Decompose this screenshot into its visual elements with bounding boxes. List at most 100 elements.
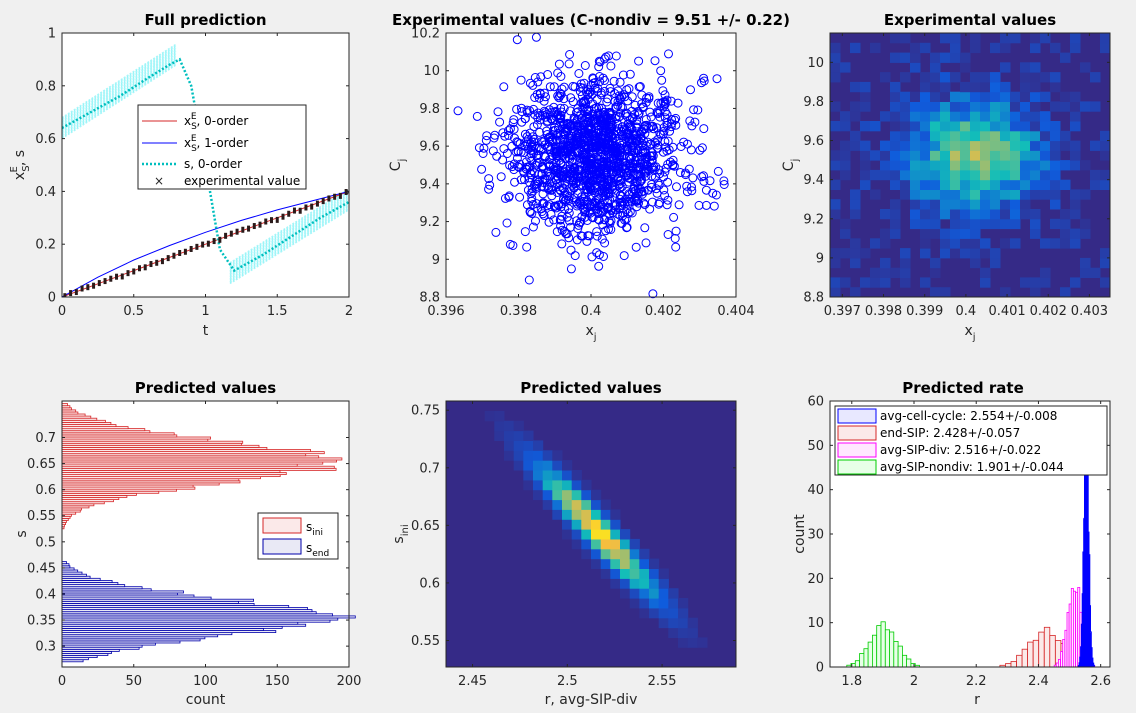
- heatmap-cell: [920, 81, 931, 93]
- scatter-point: [662, 121, 672, 130]
- heatmap-cell: [930, 209, 941, 220]
- scatter-point: [525, 78, 535, 88]
- scatter-point: [587, 89, 597, 99]
- heatmap-cell: [1070, 121, 1081, 132]
- heatmap-cell: [890, 91, 901, 102]
- heatmap-cell: [880, 160, 891, 171]
- heatmap-cell: [950, 238, 961, 249]
- heatmap-cell: [960, 199, 971, 210]
- scatter-point: [660, 191, 670, 200]
- legend-label-x0: xSE, 0-order: [184, 112, 248, 132]
- uncertainty-band: [62, 63, 178, 139]
- heatmap-cell: [1030, 150, 1041, 161]
- heatmap-cell: [1040, 121, 1051, 132]
- heatmap-cell: [1040, 238, 1051, 249]
- heatmap-cell: [950, 42, 961, 54]
- scatter-point: [599, 195, 609, 205]
- y-tick-label: 0.7: [419, 461, 440, 476]
- heatmap-cell: [850, 81, 861, 93]
- heatmap-cell: [880, 267, 891, 278]
- x-tick-label: 0.402: [1030, 304, 1067, 319]
- heatmap-cell: [1030, 72, 1041, 83]
- scatter-point: [600, 76, 609, 85]
- heatmap-cell: [960, 248, 971, 259]
- scatter-point: [657, 75, 667, 85]
- heatmap-cell: [581, 499, 592, 510]
- y-tick-label: 0.6: [419, 576, 440, 591]
- heatmap-cell: [920, 130, 931, 142]
- scatter-point: [582, 133, 592, 142]
- scatter-point: [620, 92, 630, 102]
- heatmap-cell: [920, 42, 931, 54]
- scatter-point: [553, 200, 563, 210]
- scatter-point: [625, 207, 635, 217]
- heatmap-cell: [668, 627, 679, 638]
- heatmap-cell: [629, 578, 640, 589]
- scatter-point: [594, 214, 603, 224]
- scatter-point: [545, 200, 554, 210]
- heatmap-cell: [860, 140, 871, 151]
- scatter-point: [591, 135, 601, 145]
- heatmap-cell: [970, 140, 981, 151]
- scatter-point: [615, 108, 625, 118]
- heatmap-cell: [1080, 160, 1091, 171]
- legend-swatch-0: [837, 408, 877, 424]
- heatmap-cell: [1070, 150, 1081, 161]
- heatmap-cell: [1090, 140, 1101, 151]
- scatter-point: [624, 189, 634, 199]
- scatter-point: [636, 187, 646, 197]
- scatter-point: [551, 175, 561, 184]
- heatmap-cell: [562, 489, 573, 501]
- scatter-point: [572, 216, 582, 226]
- heatmap-cell: [1050, 42, 1061, 54]
- scatter-point: [527, 193, 537, 203]
- heatmap-cell: [840, 160, 851, 171]
- scatter-point: [660, 167, 670, 177]
- scatter-point: [662, 118, 672, 128]
- scatter-point: [557, 239, 567, 249]
- heatmap-cell: [910, 218, 921, 230]
- y-axis-label: Cj: [388, 159, 408, 172]
- scatter-point: [689, 105, 699, 115]
- scatter-point: [604, 175, 614, 185]
- scatter-point: [653, 178, 663, 188]
- scatter-point: [619, 90, 628, 100]
- heatmap-cell: [880, 257, 891, 269]
- heatmap-cell: [649, 558, 660, 569]
- scatter-point: [646, 122, 656, 132]
- histogram-bar-3: [876, 625, 882, 668]
- scatter-point: [510, 177, 520, 187]
- heatmap-cell: [890, 179, 901, 190]
- heatmap-cell: [1050, 189, 1061, 200]
- heatmap-cell: [581, 529, 592, 540]
- heatmap-cell: [639, 578, 650, 589]
- x-tick-label: 2.5: [557, 674, 578, 689]
- heatmap-cell: [571, 538, 582, 550]
- heatmap-cell: [970, 121, 981, 132]
- heatmap-cell: [920, 277, 931, 288]
- heatmap-cell: [571, 519, 582, 530]
- heatmap-cell: [552, 460, 563, 471]
- x-tick-label: 0.4: [956, 304, 977, 319]
- scatter-point: [639, 136, 648, 146]
- y-tick-label: 0.55: [27, 509, 56, 524]
- scatter-point: [554, 59, 564, 69]
- heatmap-cell: [950, 101, 961, 112]
- heatmap-cell: [658, 607, 669, 619]
- heatmap-cell: [940, 248, 951, 259]
- legend: sini send: [257, 512, 339, 560]
- heatmap-cell: [940, 209, 951, 220]
- axes-frame: [445, 400, 737, 668]
- plot-area: ×: [62, 43, 349, 297]
- scatter-point: [619, 251, 629, 261]
- scatter-point: [552, 131, 562, 140]
- heatmap-cell: [950, 140, 961, 151]
- heatmap-cell: [523, 460, 534, 471]
- heatmap-cell: [860, 81, 871, 93]
- scatter-point: [500, 131, 510, 141]
- heatmap-cell: [1070, 91, 1081, 102]
- heatmap-cell: [830, 277, 841, 288]
- heatmap-cell: [910, 52, 921, 63]
- heatmap-cell: [990, 42, 1001, 54]
